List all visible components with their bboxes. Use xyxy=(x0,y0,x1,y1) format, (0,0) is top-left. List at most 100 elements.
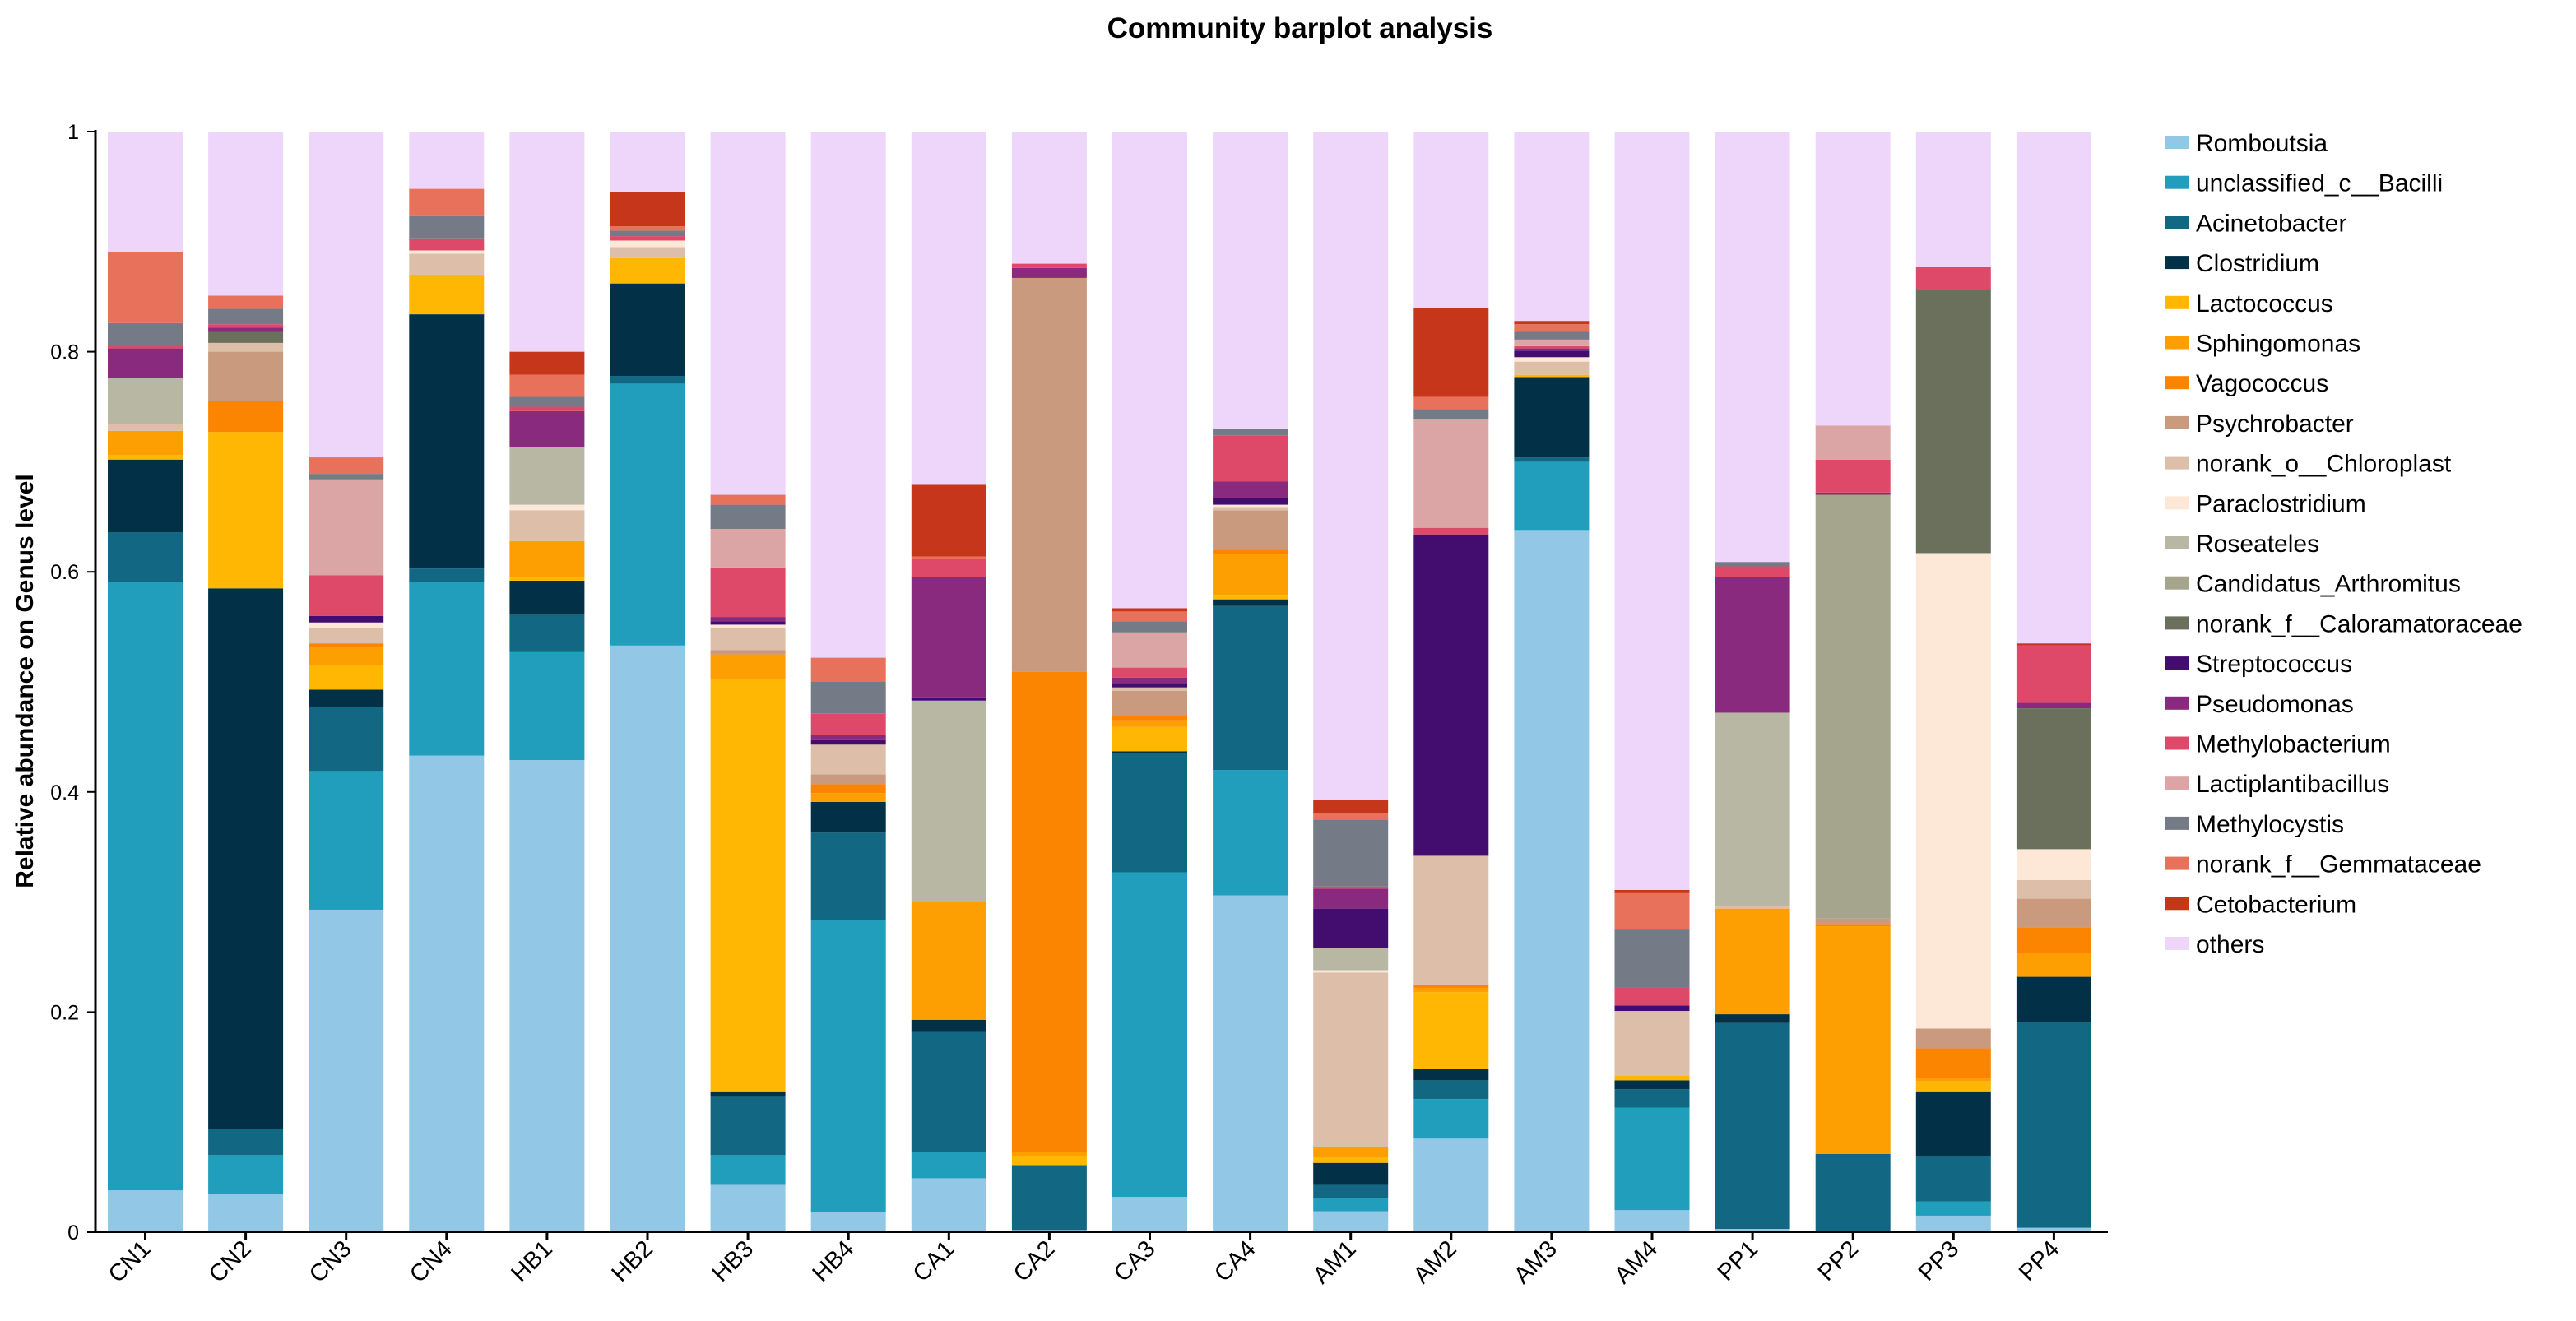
bar-segment-PP3-Sphingomonas xyxy=(1915,1078,1991,1082)
bar-segment-CA3-Psychrobacter xyxy=(1112,690,1187,716)
bar-stack-CA2 xyxy=(1011,132,1087,1232)
bar-segment-CA3-Sphingomonas xyxy=(1112,720,1187,727)
bar-segment-CA2-Sphingomonas xyxy=(1011,1152,1087,1156)
bar-segment-HB3-norank_f__Gemmataceae xyxy=(710,494,786,505)
bar-segment-AM3-Cetobacterium xyxy=(1514,321,1590,325)
bar-segment-PP4-Sphingomonas xyxy=(2016,953,2091,977)
bar-segment-CN1-Methylobacterium xyxy=(108,345,183,349)
legend-swatch xyxy=(2165,736,2189,750)
legend-item: Pseudomonas xyxy=(2165,691,2354,718)
bar-segment-HB4-Methylocystis xyxy=(810,682,886,714)
bar-segment-CN3-Sphingomonas xyxy=(309,647,384,665)
bar-segment-CA4-Pseudomonas xyxy=(1213,481,1288,498)
x-tick-label: CA4 xyxy=(1209,1235,1261,1287)
bar-segment-AM2-Sphingomonas xyxy=(1413,987,1489,993)
bar-segment-AM1-Roseateles xyxy=(1313,948,1389,971)
legend-label: norank_f__Gemmataceae xyxy=(2196,851,2481,878)
bar-segment-PP3-Clostridium xyxy=(1915,1091,1991,1156)
bar-segment-CA1-Methylobacterium xyxy=(911,559,986,577)
bar-segment-HB2-Acinetobacter xyxy=(610,376,685,384)
bar-segment-CN2-Vagococcus xyxy=(208,401,284,433)
bar-stack-PP4 xyxy=(2016,132,2091,1232)
bar-segment-CA4-Vagococcus xyxy=(1213,549,1288,554)
bar-segment-AM1-norank_o__Chloroplast xyxy=(1313,972,1389,1147)
bar-segment-PP2-Sphingomonas xyxy=(1815,926,1891,1155)
bar-segment-CA1-unclassified_c__Bacilli xyxy=(911,1152,986,1179)
legend-swatch xyxy=(2165,696,2189,710)
bar-segment-AM3-Methylocystis xyxy=(1514,331,1590,340)
legend-swatch xyxy=(2165,576,2189,590)
bar-segment-CA1-norank_f__Gemmataceae xyxy=(911,556,986,559)
bar-segment-HB4-Clostridium xyxy=(810,801,886,833)
bar-segment-AM4-Romboutsia xyxy=(1614,1210,1690,1232)
y-tick-label: 0.4 xyxy=(50,781,79,804)
bar-segment-CN4-Clostridium xyxy=(409,314,485,569)
bar-segment-PP4-norank_o__Chloroplast xyxy=(2016,879,2091,899)
bar-segment-HB3-norank_o__Chloroplast xyxy=(710,628,786,651)
y-axis: 0 0.2 0.4 0.6 0.8 1 xyxy=(50,121,97,1245)
bar-stack-PP3 xyxy=(1915,132,1991,1232)
bar-segment-CN3-Methylobacterium xyxy=(309,575,384,616)
bar-segment-HB4-unclassified_c__Bacilli xyxy=(810,920,886,1212)
bar-segment-AM3-Pseudomonas xyxy=(1514,348,1590,351)
legend-item: Paraclostridium xyxy=(2165,490,2366,517)
bar-segment-HB4-others xyxy=(810,132,886,658)
bar-segment-CN3-norank_f__Gemmataceae xyxy=(309,457,384,475)
bar-segment-AM4-Clostridium xyxy=(1614,1080,1690,1090)
bar-segment-PP4-Clostridium xyxy=(2016,976,2091,1022)
bar-segment-HB4-Sphingomonas xyxy=(810,793,886,802)
bar-segment-AM1-Acinetobacter xyxy=(1313,1184,1389,1198)
bar-stack-CN2 xyxy=(208,132,284,1232)
x-tick-label: AM4 xyxy=(1609,1235,1663,1289)
bar-segment-PP1-Romboutsia xyxy=(1715,1228,1790,1232)
x-tick-label: PP2 xyxy=(1813,1235,1864,1286)
x-tick-label: CN4 xyxy=(405,1235,457,1288)
bar-segment-HB1-Paraclostridium xyxy=(509,504,585,511)
bar-segment-HB1-others xyxy=(509,132,585,352)
bar-segment-CA4-Clostridium xyxy=(1213,599,1288,606)
bar-stack-CA3 xyxy=(1112,132,1187,1232)
bar-segment-CN2-norank_o__Chloroplast xyxy=(208,342,284,352)
legend-swatch xyxy=(2165,616,2189,630)
legend-label: norank_o__Chloroplast xyxy=(2196,451,2452,478)
bar-segment-CA2-Vagococcus xyxy=(1011,671,1087,1152)
bar-segment-CN1-others xyxy=(108,132,183,252)
legend-item: Romboutsia xyxy=(2165,130,2328,157)
bar-segment-HB4-Vagococcus xyxy=(810,784,886,794)
bar-stack-CN4 xyxy=(409,132,485,1232)
bar-segment-CN3-Acinetobacter xyxy=(309,707,384,772)
bar-stack-CA1 xyxy=(911,132,986,1232)
bar-segment-HB2-Paraclostridium xyxy=(610,240,685,248)
bar-segment-HB4-Acinetobacter xyxy=(810,832,886,920)
bar-segment-AM2-Lactiplantibacillus xyxy=(1413,419,1489,528)
bar-segment-CA1-Romboutsia xyxy=(911,1178,986,1232)
bar-segment-HB4-Methylobacterium xyxy=(810,713,886,735)
bar-segment-CN1-unclassified_c__Bacilli xyxy=(108,582,183,1191)
bar-segment-CN1-Pseudomonas xyxy=(108,348,183,378)
bar-segment-CA3-Cetobacterium xyxy=(1112,608,1187,612)
legend-item: norank_f__Caloramatoraceae xyxy=(2165,610,2523,637)
bar-segment-CN1-Sphingomonas xyxy=(108,430,183,456)
legend: Romboutsia unclassified_c__Bacilli Acineto… xyxy=(2165,130,2523,958)
bar-segment-PP3-Lactococcus xyxy=(1915,1081,1991,1092)
legend-swatch xyxy=(2165,175,2189,189)
bar-segment-CA3-Methylocystis xyxy=(1112,621,1187,633)
bar-segment-CA1-Roseateles xyxy=(911,700,986,902)
legend-item: Lactiplantibacillus xyxy=(2165,771,2389,798)
legend-label: Paraclostridium xyxy=(2196,490,2366,517)
bar-segment-HB4-norank_f__Gemmataceae xyxy=(810,657,886,682)
bar-segment-PP1-Methylobacterium xyxy=(1715,566,1790,577)
bar-segment-PP1-Methylocystis xyxy=(1715,562,1790,567)
bar-segment-CN4-Paraclostridium xyxy=(409,250,485,254)
legend-swatch xyxy=(2165,897,2189,911)
bar-stack-CA4 xyxy=(1213,132,1288,1232)
bar-segment-AM2-Cetobacterium xyxy=(1413,308,1489,397)
y-tick-label: 0.2 xyxy=(50,1001,79,1024)
bar-segment-CN3-Lactiplantibacillus xyxy=(309,479,384,576)
x-tick-label: HB2 xyxy=(606,1235,658,1287)
bar-segment-PP4-others xyxy=(2016,132,2091,644)
bar-segment-AM1-Clostridium xyxy=(1313,1162,1389,1185)
bar-segment-CA4-Lactococcus xyxy=(1213,595,1288,600)
bar-segment-PP4-Pseudomonas xyxy=(2016,702,2091,709)
bar-segment-AM3-Lactiplantibacillus xyxy=(1514,339,1590,346)
